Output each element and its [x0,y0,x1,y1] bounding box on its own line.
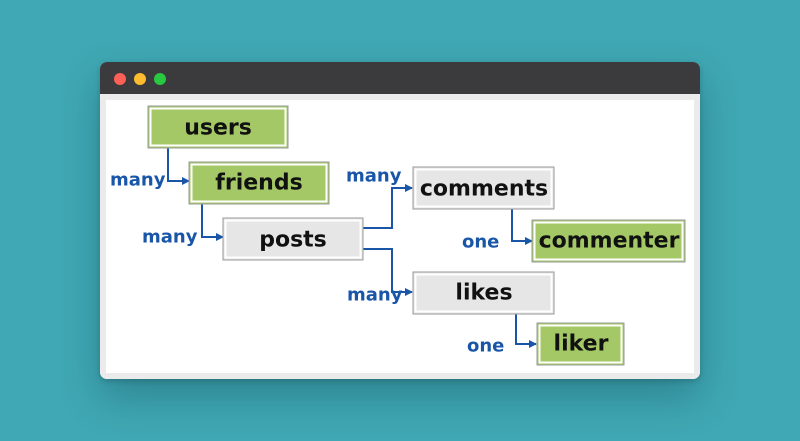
node-friends[interactable]: friends [188,161,330,205]
edge-label-comments-commenter: one [462,232,499,253]
edge-label-users-friends: many [110,170,166,191]
node-commenter[interactable]: commenter [531,219,686,263]
title-bar [100,62,700,94]
edge-line [362,248,413,296]
node-label-liker: liker [554,332,609,357]
edge-likes-liker: one [467,313,537,357]
maximize-button[interactable] [154,73,166,85]
edge-line [362,184,413,229]
node-liker[interactable]: liker [536,322,625,366]
edge-label-friends-posts: many [142,227,198,248]
edge-label-posts-comments: many [346,166,402,187]
node-label-posts: posts [259,228,327,253]
edge-line [167,148,190,185]
edge-friends-posts: many [142,203,224,248]
edge-label-likes-liker: one [467,336,504,357]
edge-line [515,313,537,348]
edge-comments-commenter: one [462,209,533,253]
edge-line [201,203,224,241]
node-label-likes: likes [455,281,512,306]
edge-label-posts-likes: many [347,285,403,306]
edge-posts-likes: many [347,248,413,306]
edge-users-friends: many [110,148,190,191]
node-label-friends: friends [215,171,302,196]
node-label-users: users [184,116,252,141]
node-users[interactable]: users [147,105,289,149]
node-posts[interactable]: posts [222,217,364,261]
node-label-comments: comments [420,177,548,202]
minimize-button[interactable] [134,73,146,85]
node-likes[interactable]: likes [412,271,555,315]
edge-posts-comments: many [346,166,413,229]
edge-line [511,209,533,245]
close-button[interactable] [114,73,126,85]
node-comments[interactable]: comments [412,166,555,210]
node-label-commenter: commenter [539,229,680,254]
